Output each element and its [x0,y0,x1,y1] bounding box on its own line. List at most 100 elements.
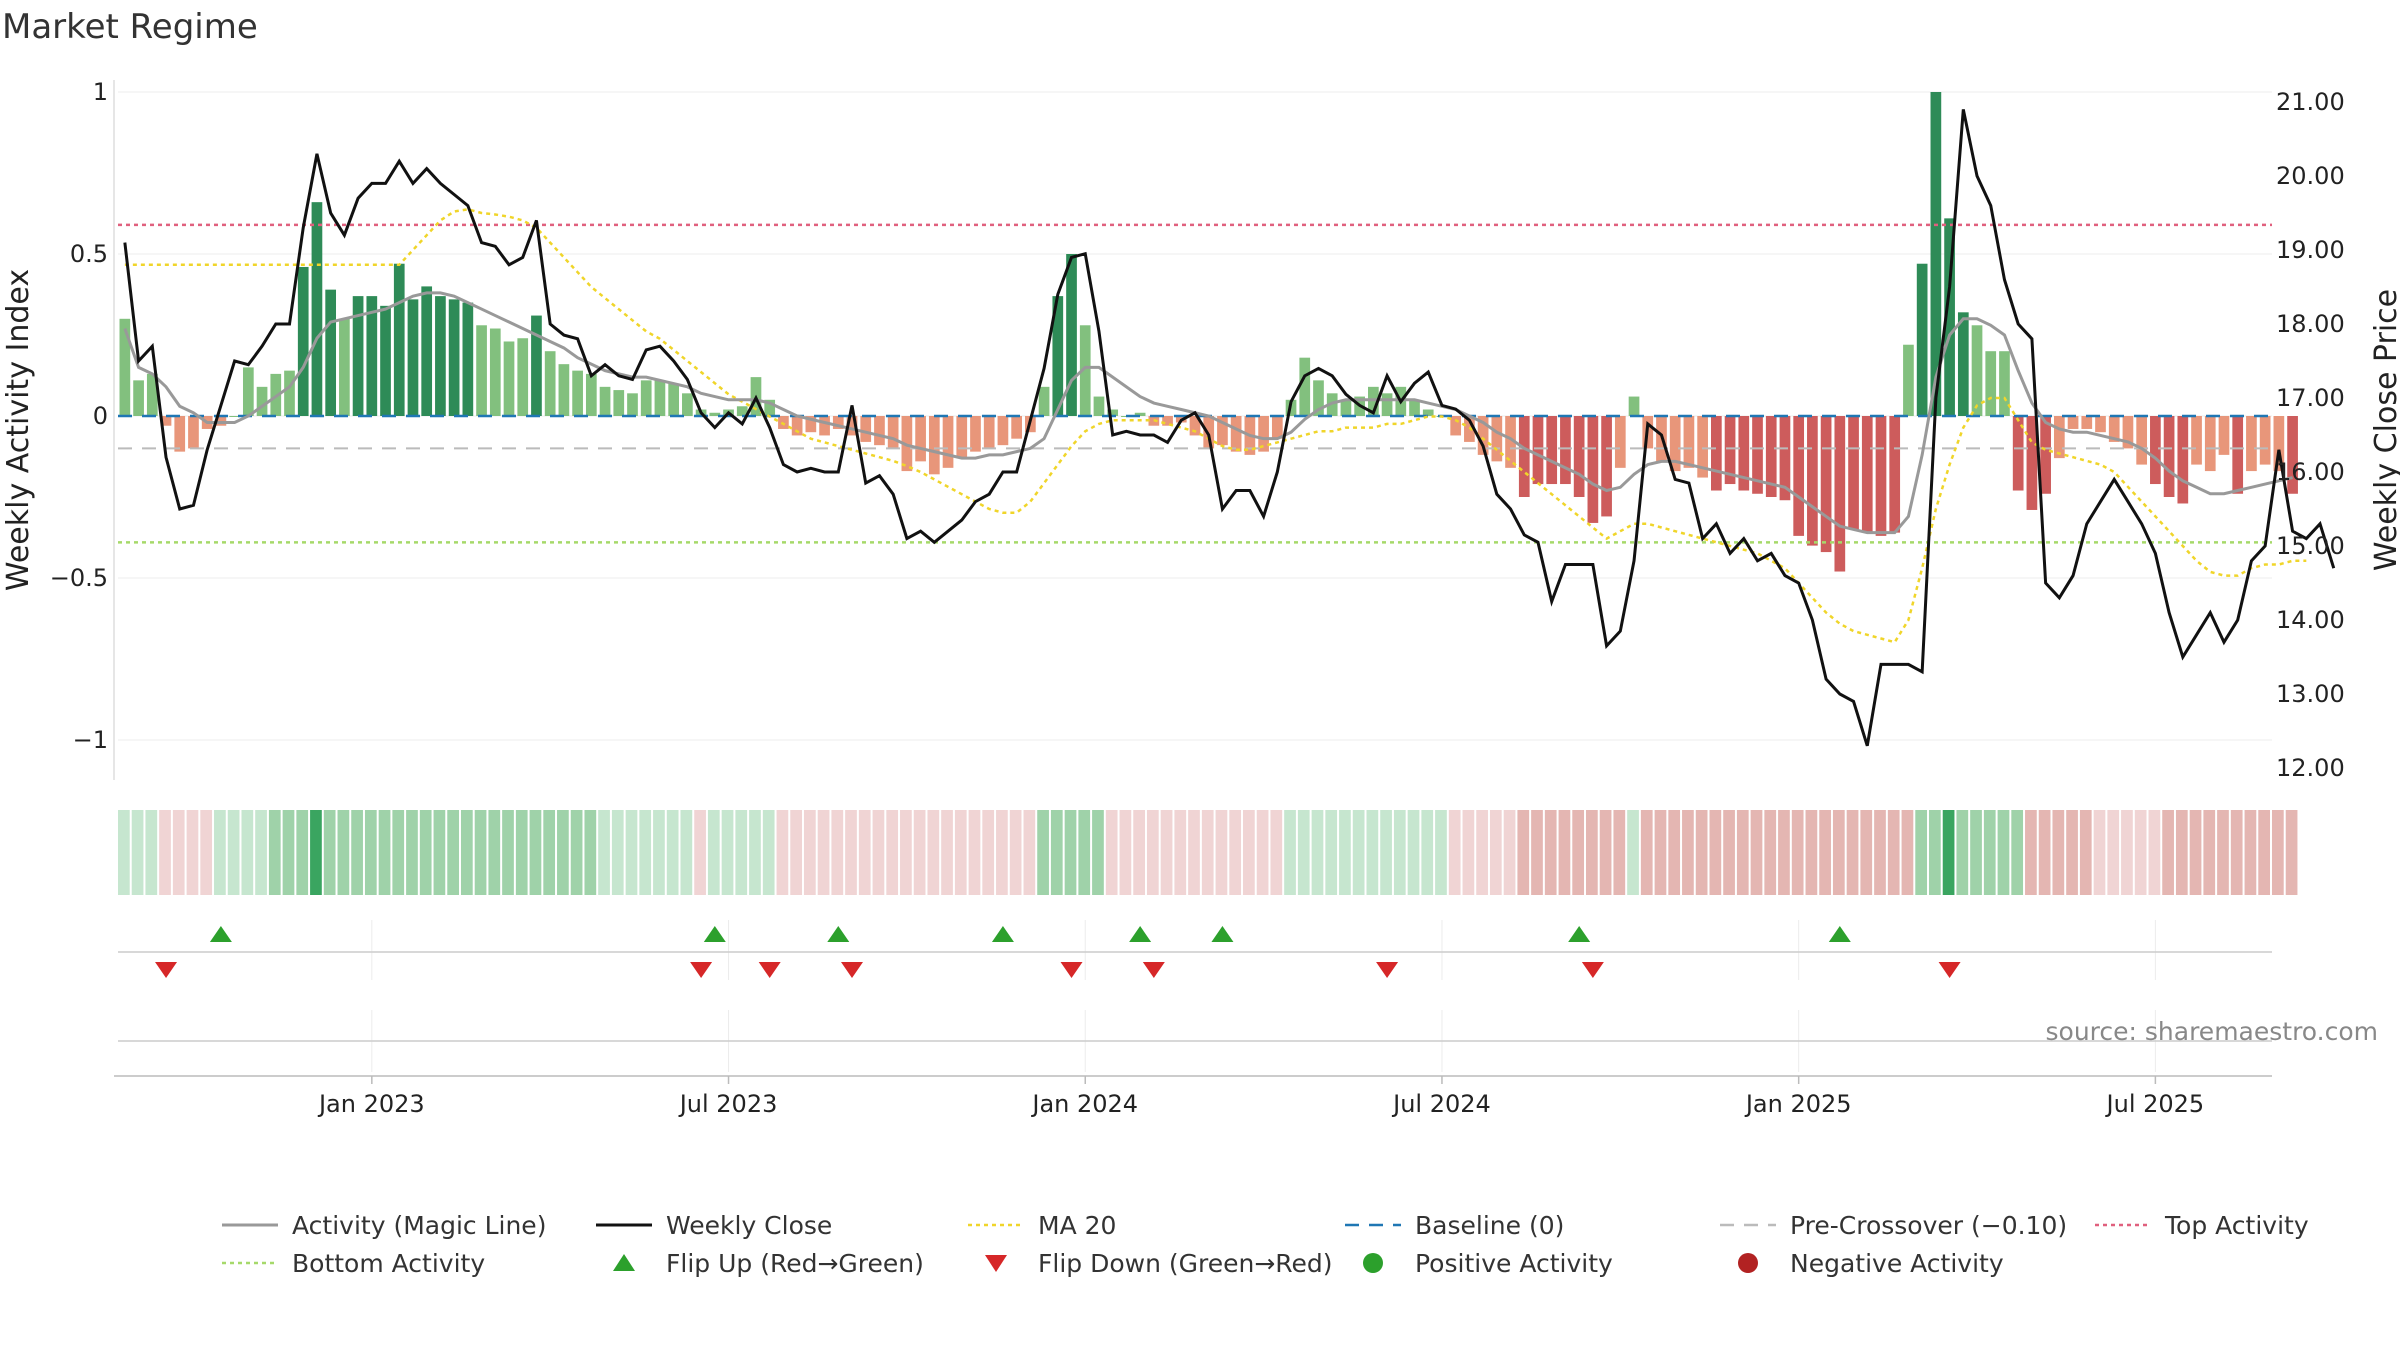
activity-bar-41 [682,393,693,416]
activity-bar-113 [1669,416,1681,472]
activity-bar-136 [1985,351,1997,416]
regime-cell-17 [351,810,363,895]
activity-bar-27 [489,328,501,416]
activity-bar-117 [1724,416,1736,485]
activity-bar-16 [339,318,350,416]
activity-bar-155 [2246,416,2257,472]
activity-bar-55 [874,416,885,446]
regime-cell-153 [2217,810,2229,895]
activity-bar-10 [256,386,268,416]
regime-cell-63 [982,810,995,895]
legend-label-positive-activity: Positive Activity [1415,1249,1613,1278]
activity-bar-76 [1162,416,1173,426]
regime-cell-82 [1243,810,1255,895]
activity-bar-56 [887,416,899,449]
y-left-axis-label: Weekly Activity Index [1,269,36,591]
regime-cell-10 [255,810,267,895]
x-axis: Jan 2023 Jul 2023 Jan 2024 Jul 2024 Jan 2025… [114,1040,2272,1118]
legend-label-flip-down-green-red: Flip Down (Green→Red) [1038,1249,1333,1278]
regime-cell-139 [2025,810,2037,895]
regime-cell-151 [2189,810,2202,895]
regime-cell-71 [1092,810,1104,895]
activity-bar-116 [1711,416,1722,491]
flip-down-marker-2 [758,962,781,978]
regime-cell-45 [735,810,748,895]
regime-cell-156 [2258,810,2270,895]
activity-bar-58 [915,416,926,462]
regime-cell-125 [1832,810,1845,895]
x-tick-label-3: Jul 2024 [1391,1090,1491,1118]
activity-bar-60 [942,416,954,468]
y-right-tick-9: 12.00 [2276,754,2345,782]
regime-cell-87 [1311,810,1324,895]
legend-label-flip-up-red-green: Flip Up (Red→Green) [666,1249,924,1278]
activity-bar-131 [1916,263,1928,416]
regime-cell-61 [954,810,967,895]
activity-bar-139 [2026,416,2038,510]
regime-cell-42 [694,810,706,895]
regime-cell-11 [268,810,281,895]
activity-bar-110 [1628,396,1640,416]
activity-bar-72 [1107,409,1119,416]
regime-cell-144 [2093,810,2106,895]
regime-cell-19 [378,810,391,895]
activity-bar-105 [1560,416,1571,485]
activity-bar-1 [133,380,144,416]
regime-cell-124 [1819,810,1831,895]
legend-label-baseline-0: Baseline (0) [1415,1211,1564,1240]
regime-cell-43 [707,810,720,895]
y-right-tick-8: 13.00 [2276,680,2345,708]
regime-cell-91 [1366,810,1379,895]
flip-down-marker-3 [841,962,864,978]
activity-bar-15 [325,289,337,416]
activity-bar-148 [2150,416,2161,485]
regime-cell-8 [227,810,240,895]
regime-cell-130 [1901,810,1914,895]
regime-cell-103 [1531,810,1543,895]
flip-down-marker-6 [1376,962,1399,978]
regime-cell-152 [2203,810,2216,895]
regime-cell-145 [2107,810,2120,895]
activity-bar-13 [297,266,309,416]
regime-cell-22 [419,810,432,895]
regime-cell-108 [1599,810,1612,895]
regime-cell-132 [1929,810,1941,895]
activity-bar-147 [2136,416,2148,465]
regime-cell-23 [433,810,446,895]
regime-cell-137 [1997,810,2010,895]
regime-cell-105 [1558,810,1571,895]
regime-cell-148 [2148,810,2161,895]
activity-bar-108 [1601,416,1612,517]
legend-label-ma-20: MA 20 [1038,1211,1116,1240]
regime-cell-109 [1613,810,1626,895]
regime-cell-83 [1256,810,1269,895]
legend: Activity (Magic Line) Weekly Close MA 20 Ba… [222,1211,2309,1278]
activity-bar-65 [1011,416,1022,439]
regime-cell-44 [721,810,734,895]
flip-down-marker-0 [155,962,178,978]
y-left-tick-0: 1 [93,78,108,106]
activity-bar-3 [160,416,172,426]
legend-label-weekly-close: Weekly Close [666,1211,832,1240]
regime-cell-131 [1915,810,1928,895]
regime-cell-110 [1627,810,1639,895]
activity-bar-99 [1477,416,1489,455]
flip-up-marker-5 [1211,926,1234,942]
source-label: source: sharemaestro.com [2046,1017,2379,1046]
regime-cell-28 [502,810,514,895]
flip-up-marker-6 [1568,926,1591,942]
regime-cell-86 [1297,810,1310,895]
regime-cell-7 [214,810,226,895]
activity-bar-115 [1697,416,1708,478]
y-right-tick-3: 18.00 [2276,310,2345,338]
regime-cell-14 [310,810,322,895]
activity-bar-40 [668,383,679,416]
activity-bars [119,92,2298,572]
chart-title: Market Regime [2,7,258,47]
activity-bar-121 [1779,416,1791,501]
regime-cell-85 [1284,810,1296,895]
activity-bar-97 [1450,416,1462,436]
regime-cell-73 [1119,810,1132,895]
activity-bar-92 [1381,393,1393,416]
regime-cell-136 [1983,810,1996,895]
